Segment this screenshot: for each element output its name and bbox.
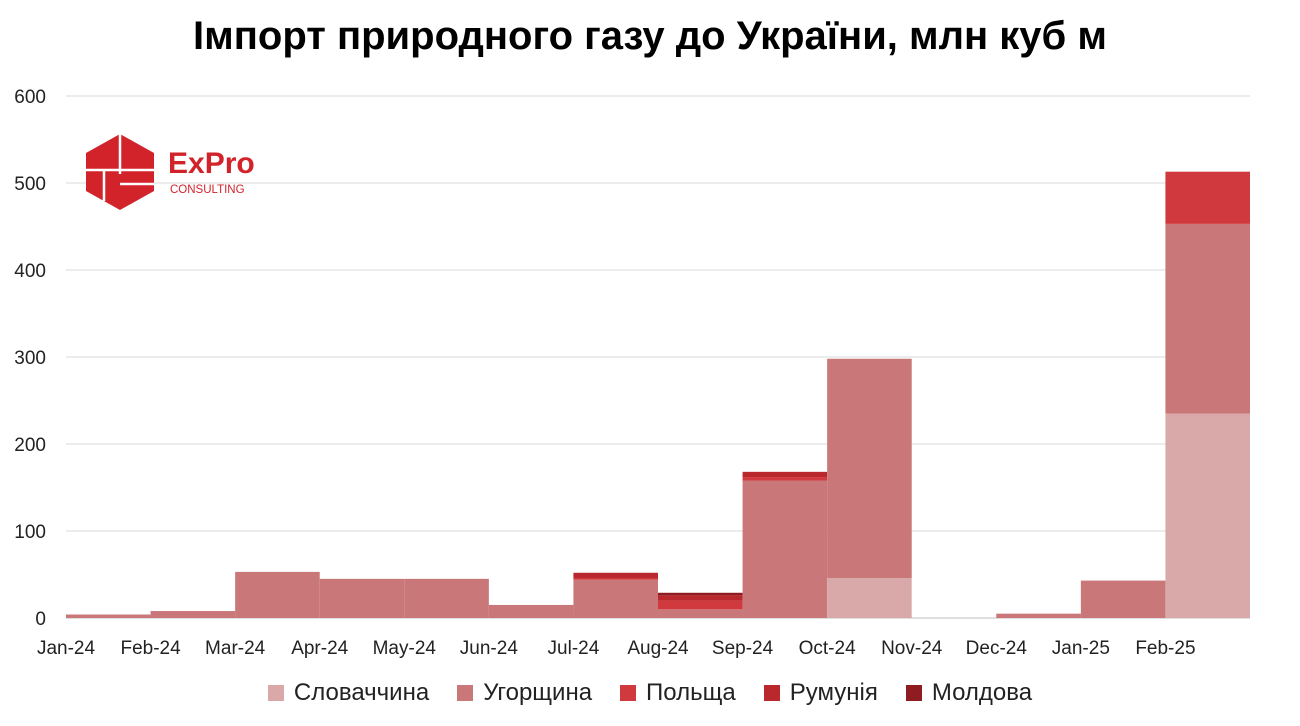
bar-segment <box>742 471 828 478</box>
bar-segment <box>1165 413 1250 618</box>
axes: 0 100 200 300 400 500 600 Jan-24 Feb-24 Mar-24 Apr… <box>14 87 1195 659</box>
x-tick-label: May-24 <box>373 638 437 659</box>
bar-segment <box>150 611 236 618</box>
x-tick-label: Aug-24 <box>627 638 689 659</box>
legend-label: Румунія <box>789 679 878 706</box>
y-tick-label: 600 <box>14 87 46 108</box>
x-tick-label: Nov-24 <box>881 638 943 659</box>
bar-segment <box>1165 171 1250 224</box>
bar-segment <box>996 613 1081 618</box>
logo-mark: ExPro CONSULTING <box>86 134 255 210</box>
bar-segment <box>658 592 743 596</box>
legend-item: Словаччина <box>267 679 430 707</box>
y-tick-label: 400 <box>14 261 46 282</box>
bar-segment <box>573 572 658 578</box>
legend-swatch <box>905 685 922 701</box>
y-tick-label: 100 <box>14 522 46 543</box>
logo-name: ExPro <box>168 147 255 180</box>
bar-segment <box>573 577 658 580</box>
legend-item: Румунія <box>763 679 878 707</box>
bar-segment <box>827 358 912 578</box>
bar-segment <box>1080 580 1166 618</box>
legend-swatch <box>267 685 284 701</box>
legend-item: Польща <box>620 679 736 707</box>
x-tick-label: Apr-24 <box>291 638 348 659</box>
x-tick-label: Dec-24 <box>966 638 1028 659</box>
y-tick-label: 500 <box>14 174 46 195</box>
expro-logo: ExPro CONSULTING <box>84 132 304 212</box>
bar-segment <box>742 477 828 481</box>
x-tick-label: Oct-24 <box>799 638 856 659</box>
x-tick-label: Jul-24 <box>548 638 600 659</box>
bar-stacks <box>66 171 1250 618</box>
bar-segment <box>404 578 489 618</box>
bar-segment <box>235 571 320 618</box>
x-tick-label: Feb-25 <box>1135 638 1195 659</box>
bar-segment <box>319 578 405 618</box>
legend-label: Польща <box>646 679 736 706</box>
bar-segment <box>742 480 828 618</box>
legend-label: Словаччина <box>293 679 430 706</box>
chart-legend: Словаччина Угорщина Польща Румунія Молдова <box>0 676 1300 710</box>
bar-segment <box>658 595 743 601</box>
chart-title: Імпорт природного газу до України, млн к… <box>193 14 1107 58</box>
bar-segment <box>1165 223 1250 414</box>
legend-swatch <box>457 685 474 701</box>
bar-segment <box>658 609 743 618</box>
legend-label: Молдова <box>931 679 1033 706</box>
bar-segment <box>658 600 743 610</box>
legend-label: Угорщина <box>483 679 593 706</box>
y-tick-label: 300 <box>14 348 46 369</box>
x-tick-label: Jun-24 <box>460 638 519 659</box>
legend-item: Молдова <box>905 679 1033 707</box>
x-tick-label: Sep-24 <box>712 638 774 659</box>
bar-segment <box>573 579 658 618</box>
bar-segment <box>827 577 912 618</box>
x-tick-label: Jan-24 <box>37 638 96 659</box>
bar-segment <box>488 604 574 618</box>
y-tick-label: 200 <box>14 435 46 456</box>
legend-swatch <box>763 685 780 701</box>
x-tick-label: Jan-25 <box>1052 638 1110 659</box>
bar-segment <box>66 614 151 618</box>
legend-swatch <box>620 685 637 701</box>
logo-subtitle: CONSULTING <box>170 184 245 196</box>
x-tick-label: Mar-24 <box>205 638 266 659</box>
x-tick-label: Feb-24 <box>120 638 181 659</box>
legend-item: Угорщина <box>457 679 592 707</box>
y-tick-label: 0 <box>35 609 46 630</box>
